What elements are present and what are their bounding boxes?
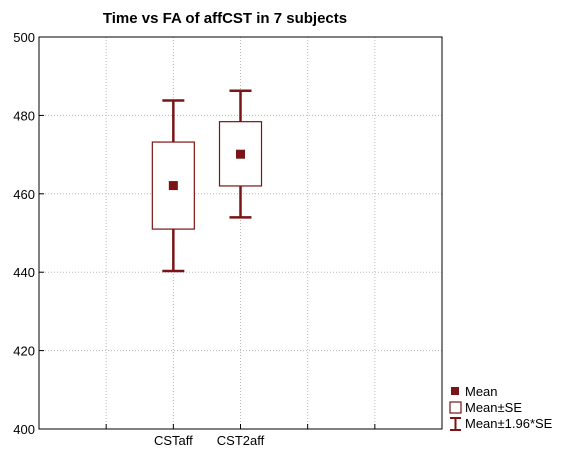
y-tick-label: 500 (13, 30, 35, 45)
box-CST2aff (218, 89, 263, 219)
axis-ticks: 400 420 440 460 480 500 CSTaff CST2aff (13, 30, 376, 448)
legend-item-mean: Mean (451, 384, 498, 399)
y-tick-label: 420 (13, 344, 35, 359)
y-tick-label: 440 (13, 265, 35, 280)
legend-item-ci: Mean±1.96*SE (450, 416, 553, 431)
legend-item-se: Mean±SE (449, 400, 522, 415)
legend-label: Mean±SE (465, 400, 522, 415)
legend-mean-symbol (451, 387, 459, 395)
box-CSTaff (151, 99, 195, 273)
chart-title: Time vs FA of affCST in 7 subjects (103, 10, 347, 27)
x-tick-label: CST2aff (217, 433, 265, 448)
x-tick-label: CSTaff (154, 433, 193, 448)
data-marks (151, 89, 263, 273)
legend-se-symbol (449, 401, 462, 414)
y-tick-label: 400 (13, 422, 35, 437)
mean-marker (236, 149, 245, 159)
y-tick-label: 480 (13, 108, 35, 123)
legend-label: Mean (465, 384, 498, 399)
legend-label: Mean±1.96*SE (465, 416, 553, 431)
y-tick-label: 460 (13, 187, 35, 202)
mean-marker (168, 181, 178, 191)
